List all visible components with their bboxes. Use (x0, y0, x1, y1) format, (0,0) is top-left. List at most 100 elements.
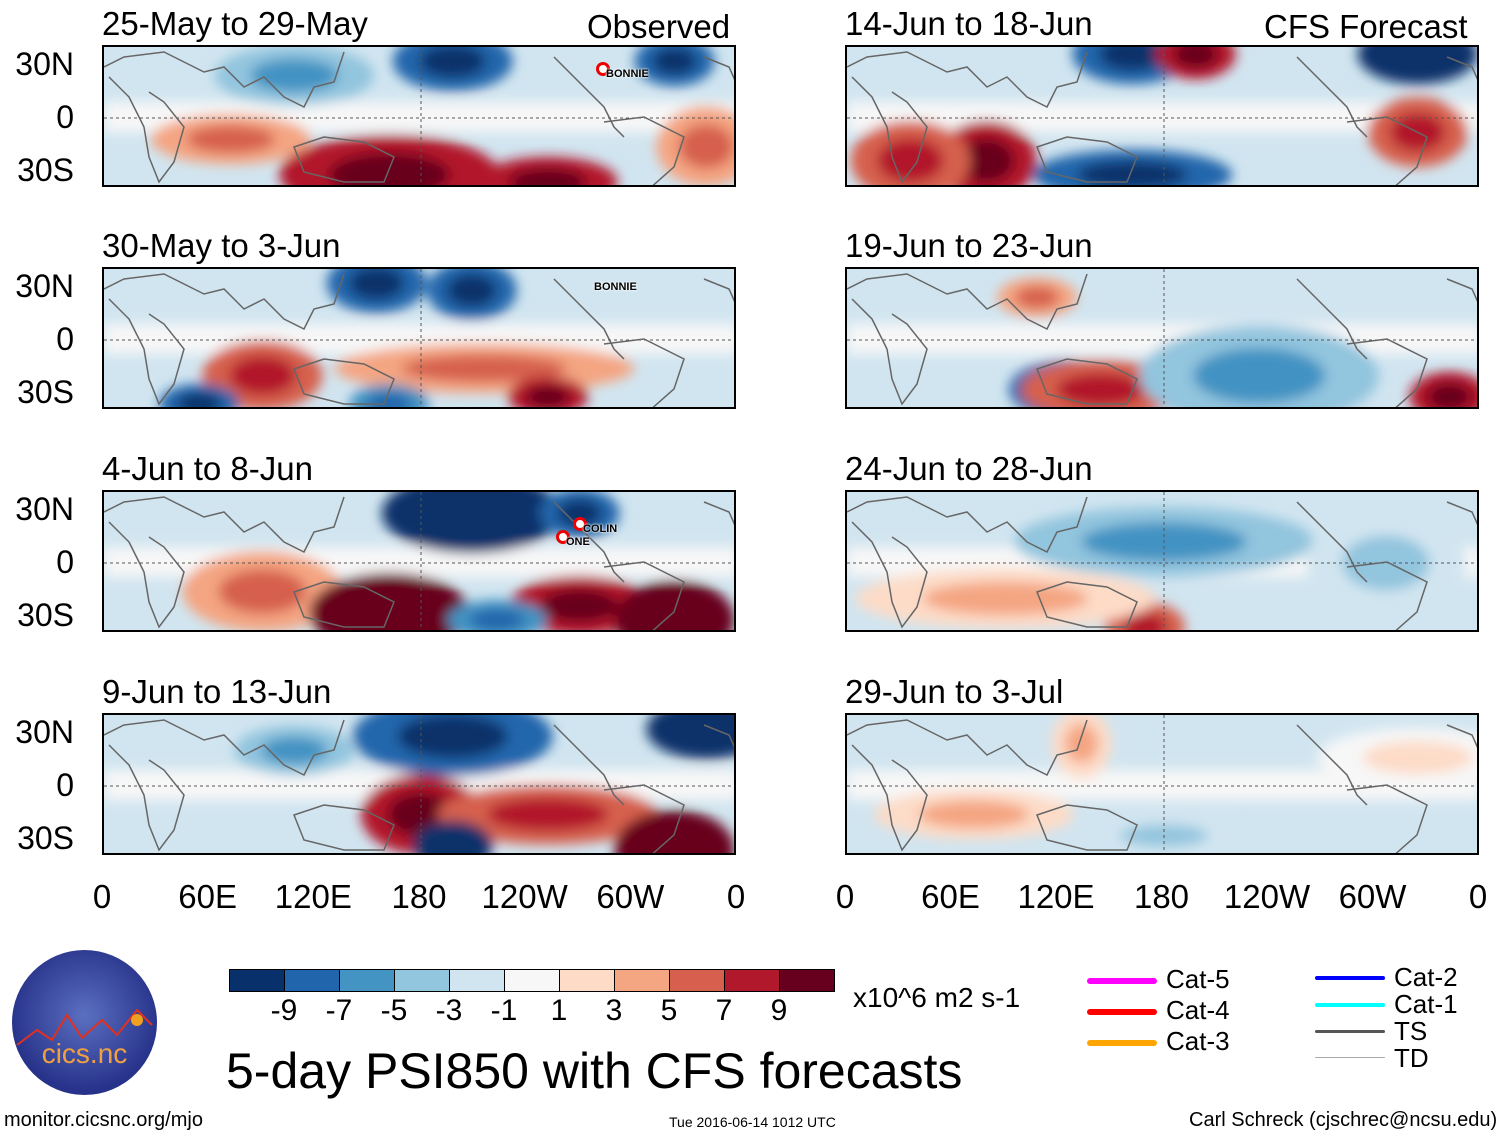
anomaly-contour (1193, 348, 1326, 403)
legend-label: Cat-1 (1394, 989, 1458, 1019)
storm-label: BONNIE (594, 281, 637, 293)
y-tick-label: 0 (56, 767, 74, 803)
y-tick-label: 0 (56, 321, 74, 357)
x-tick-label: 60E (178, 878, 238, 915)
storm-track-marker (596, 62, 610, 76)
legend-label: Cat-4 (1166, 995, 1230, 1025)
anomaly-contour (487, 797, 609, 831)
legend-line-cat-3 (1087, 1040, 1157, 1046)
anomaly-contour (1427, 383, 1472, 407)
anomaly-contour (678, 124, 734, 169)
map-panel-29-jun-to-3-jul (845, 713, 1479, 855)
storm-label: COLIN (583, 523, 618, 535)
anomaly-contour (614, 809, 734, 853)
panel-title: 14-Jun to 18-Jun (845, 5, 1093, 42)
coastlines (847, 51, 1477, 185)
x-tick-label: 0 (835, 878, 855, 915)
colorbar-swatch (614, 969, 670, 992)
footer-url[interactable]: monitor.cicsnc.org/mjo (4, 1109, 203, 1131)
anomaly-contour (1122, 613, 1167, 630)
map-panel-25-may-to-29-may (102, 45, 736, 187)
anomaly-contour (412, 820, 493, 853)
anomaly-contour (309, 572, 470, 630)
anomaly-contour (652, 47, 697, 75)
anomaly-contour (1341, 535, 1430, 591)
anomaly-contour (614, 579, 734, 630)
colorbar-swatch (669, 969, 725, 992)
x-tick-label: 0 (92, 878, 112, 915)
anomaly-contour (218, 569, 307, 614)
anomaly-contour (1015, 286, 1060, 309)
anomaly-contour (186, 125, 275, 154)
map-panel-24-jun-to-28-jun (845, 490, 1479, 632)
legend-label: TD (1394, 1043, 1429, 1073)
anomaly-contour (250, 58, 339, 92)
coastlines (847, 496, 1477, 630)
footer-timestamp: Tue 2016-06-14 1012 UTC (669, 1114, 836, 1130)
observed-label: Observed (587, 8, 731, 45)
storm-label: BONNIE (606, 68, 649, 80)
logo-mountains (16, 1008, 153, 1046)
colorbar-swatch (504, 969, 560, 992)
y-tick-label: 30S (17, 820, 74, 856)
coastlines (847, 273, 1477, 407)
anomaly-contour (177, 392, 222, 407)
x-tick-label: 60E (921, 878, 980, 915)
colorbar-label: -7 (325, 994, 353, 1027)
legend-line-ts (1315, 1030, 1385, 1033)
anomaly-contour (1099, 47, 1166, 71)
colorbar-units: x10^6 m2 s-1 (853, 982, 1021, 1013)
colorbar-swatch (724, 969, 780, 992)
legend-line-cat-1 (1315, 1003, 1385, 1007)
anomaly-contour (1077, 161, 1188, 185)
legend-line-cat-5 (1087, 978, 1157, 984)
colorbar-swatch (284, 969, 340, 992)
y-tick-label: 30S (17, 152, 74, 188)
panel-title: 4-Jun to 8-Jun (102, 450, 313, 487)
x-tick-label: 60W (596, 878, 665, 915)
colorbar-label: -5 (380, 994, 408, 1027)
y-tick-label: 0 (56, 99, 74, 135)
figure-title: 5-day PSI850 with CFS forecasts (226, 1043, 963, 1099)
logo-text: cics.nc (41, 1038, 128, 1069)
coastlines (104, 51, 734, 185)
colorbar-swatch (229, 969, 285, 992)
coastlines (847, 719, 1477, 853)
storm-label: ONE (566, 536, 590, 548)
colorbar-label: -1 (490, 994, 518, 1027)
anomaly-contour (646, 715, 734, 760)
anomaly-contour (918, 800, 1029, 829)
anomaly-contour (1357, 47, 1477, 85)
colorbar-swatch (559, 969, 615, 992)
anomaly-contour (541, 589, 618, 623)
y-tick-label: 0 (56, 544, 74, 580)
legend-line-td (1315, 1057, 1385, 1058)
colorbar-label: 1 (550, 994, 568, 1027)
legend-label: TS (1394, 1016, 1428, 1046)
legend-label: Cat-5 (1166, 964, 1230, 994)
colorbar-label: 5 (660, 994, 678, 1027)
anomaly-contour (877, 138, 944, 183)
panel-title: 24-Jun to 28-Jun (845, 450, 1093, 487)
anomaly-contour (1362, 741, 1473, 775)
anomaly-contour (557, 499, 602, 528)
panel-title: 25-May to 29-May (102, 5, 368, 42)
map-panel-4-jun-to-8-jun (102, 490, 736, 632)
map-panel-30-may-to-3-jun (102, 267, 736, 409)
x-tick-label: 60W (1338, 878, 1407, 915)
forecast-label: CFS Forecast (1264, 8, 1468, 45)
y-tick-label: 30N (15, 268, 74, 304)
anomaly-contour (381, 492, 562, 554)
panel-title: 9-Jun to 13-Jun (102, 673, 332, 710)
x-tick-label: 180 (391, 878, 447, 915)
anomaly-contour (1173, 47, 1218, 68)
y-tick-label: 30S (17, 374, 74, 410)
anomaly-contour (1065, 724, 1099, 763)
colorbar-label: 9 (770, 994, 788, 1027)
legend-line-cat-2 (1315, 976, 1385, 980)
colorbar-swatch (449, 969, 505, 992)
coastlines (104, 719, 734, 853)
coastlines (104, 273, 734, 407)
footer-author: Carl Schreck (cjschrec@ncsu.edu) (1189, 1109, 1498, 1131)
